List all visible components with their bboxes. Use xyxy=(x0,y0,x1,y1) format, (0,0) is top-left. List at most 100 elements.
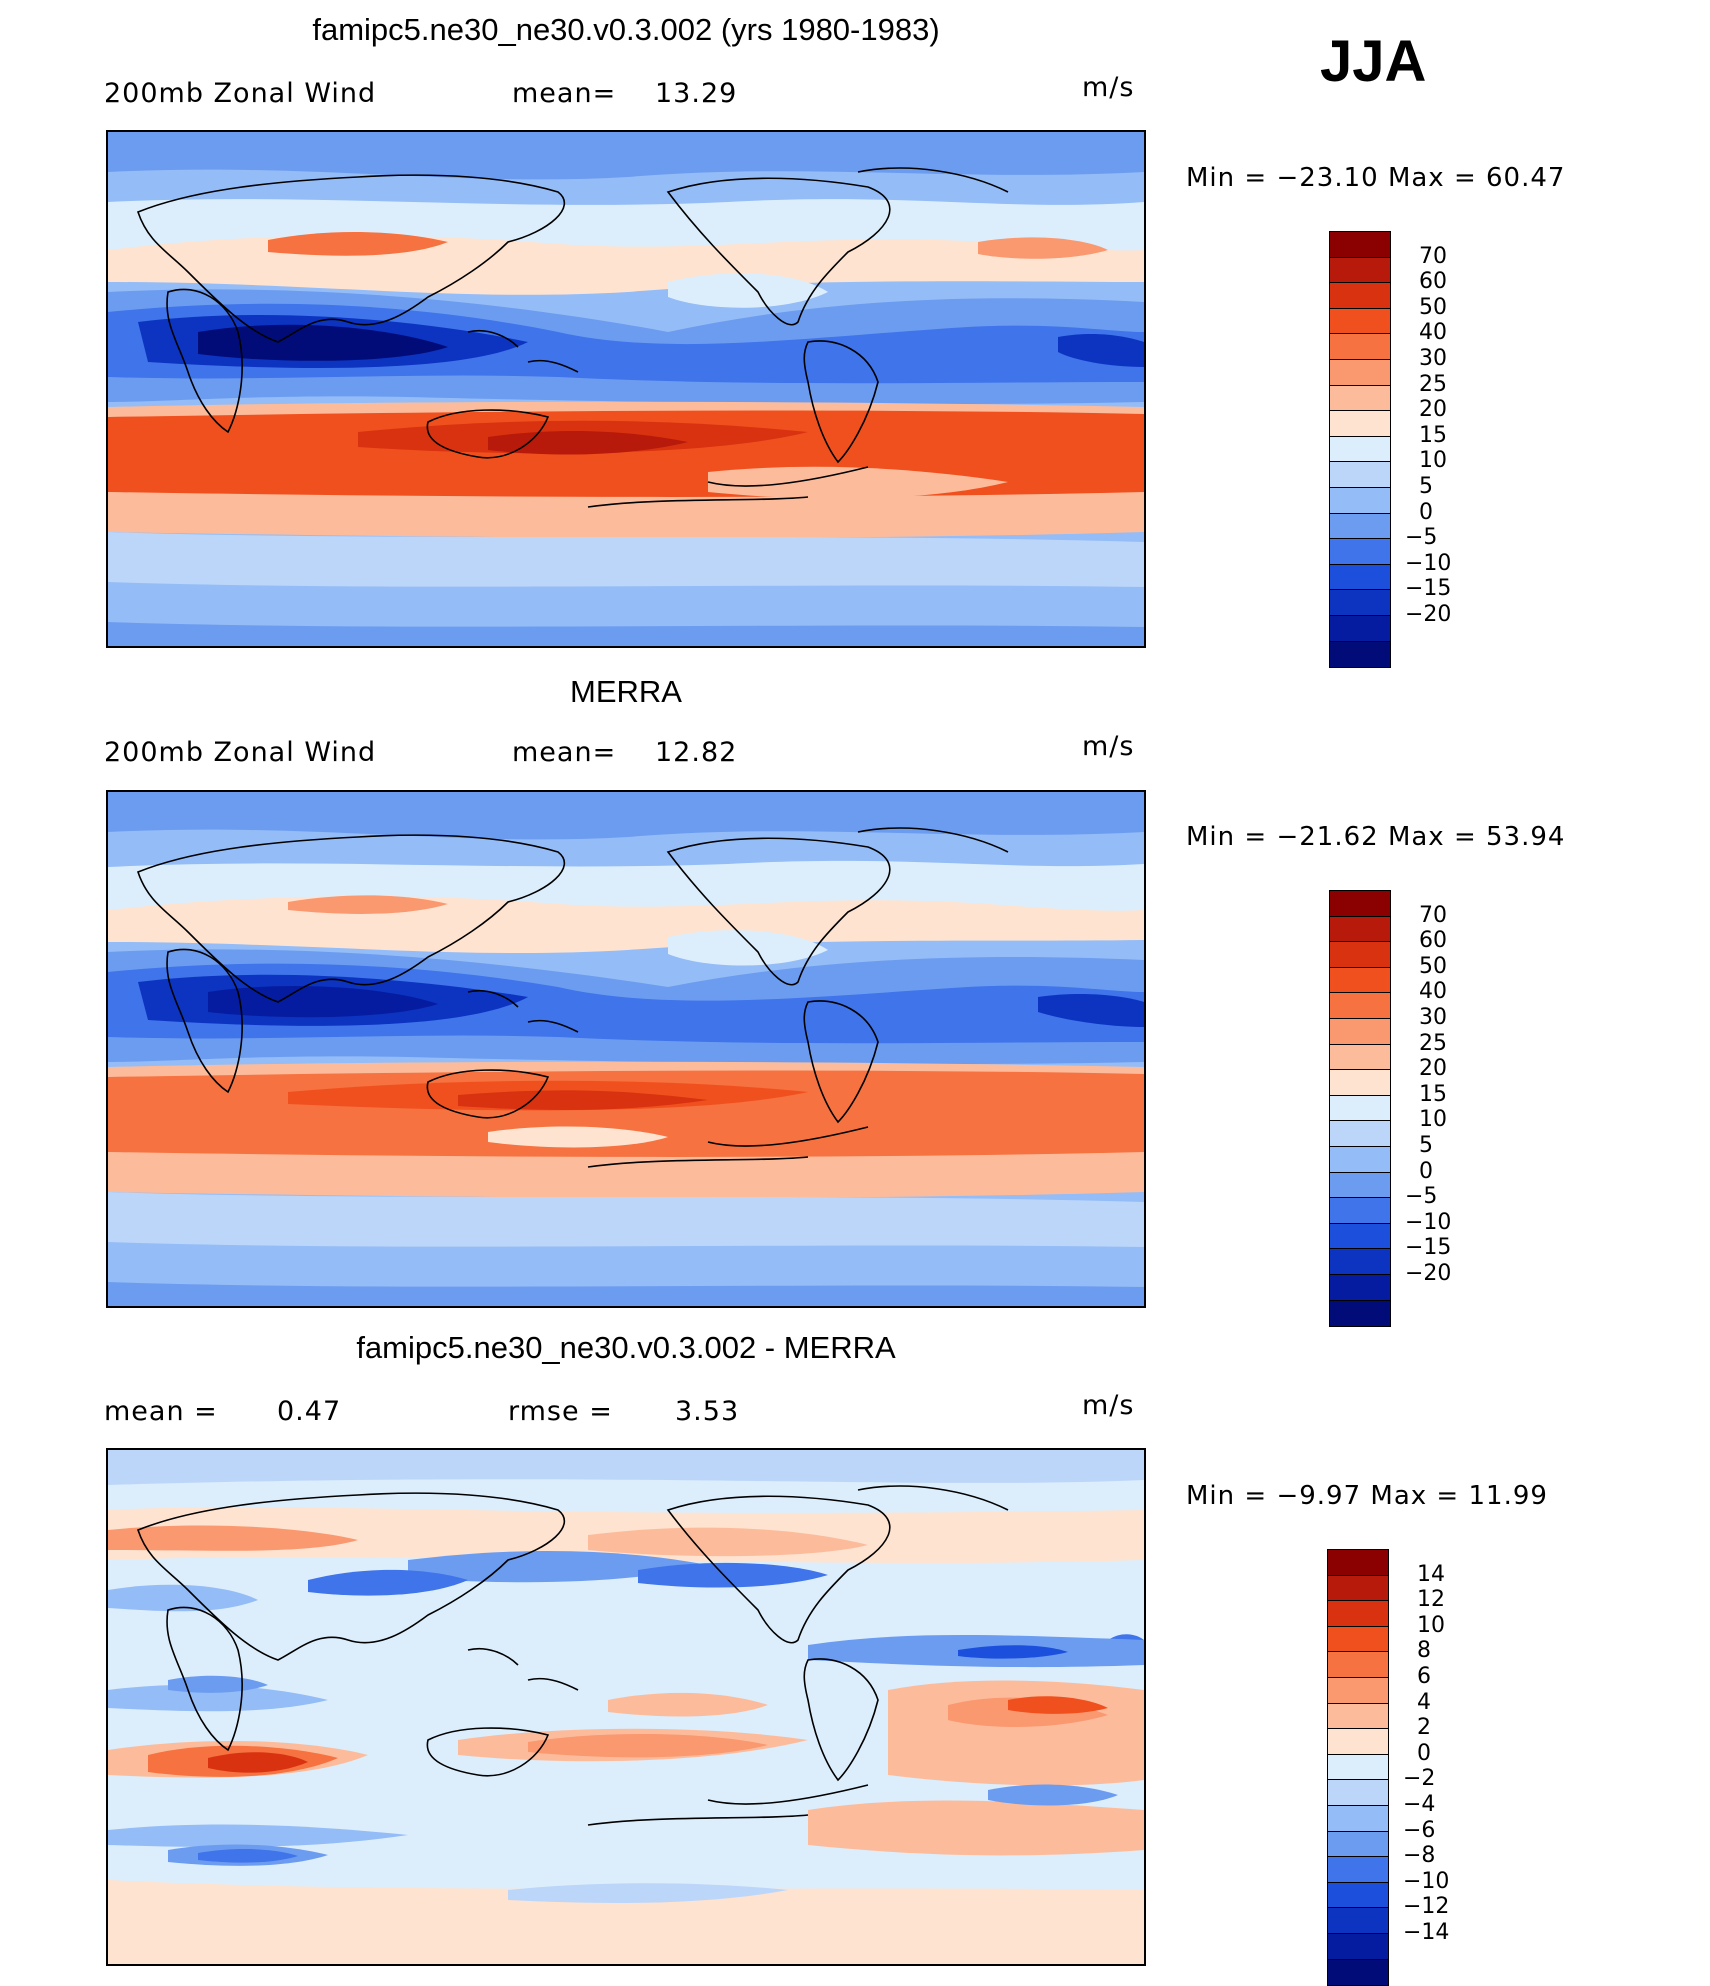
colorbar-swatch xyxy=(1329,915,1391,943)
min-value-model: −23.10 xyxy=(1276,163,1379,193)
colorbar-swatch xyxy=(1329,384,1391,412)
colorbar-swatch xyxy=(1329,563,1391,591)
colorbar-swatch xyxy=(1327,1805,1389,1833)
colorbar-tick-label: 0 xyxy=(1419,1158,1433,1184)
mean-label-obs: mean= xyxy=(512,737,617,768)
rmse-label-diff: rmse = xyxy=(508,1396,613,1427)
colorbar-model: 70 60 50 40 30 25 20 15 10 5 0 −5 −10 −15 −20 xyxy=(1329,231,1451,668)
colorbar-tick-label: −6 xyxy=(1403,1817,1436,1843)
colorbar-tick-label: −10 xyxy=(1405,550,1452,576)
colorbar-swatch xyxy=(1327,1574,1389,1602)
colorbar-swatch xyxy=(1327,1933,1389,1961)
colorbar-swatch xyxy=(1327,1677,1389,1705)
colorbar-tick-label: 30 xyxy=(1419,1005,1447,1030)
panel-title-diff: famipc5.ne30_ne30.v0.3.002 - MERRA xyxy=(356,1330,896,1365)
colorbar-swatch xyxy=(1327,1600,1389,1628)
colorbar-obs: 70 60 50 40 30 25 20 15 10 5 0 −5 −10 −15 −20 xyxy=(1329,890,1451,1327)
colorbar-swatch xyxy=(1329,256,1391,284)
colorbar-tick-label: −5 xyxy=(1405,1184,1438,1210)
colorbar-tick-label: 5 xyxy=(1419,1133,1433,1158)
colorbar-tick-label: 10 xyxy=(1419,1107,1447,1133)
mean-label-model: mean= xyxy=(512,78,617,109)
min-value-obs: −21.62 xyxy=(1276,822,1379,852)
colorbar-tick-label: 5 xyxy=(1419,474,1433,499)
minmax-model: Min = −23.10 Max = 60.47 xyxy=(1186,163,1565,193)
colorbar-diff: 14 12 10 8 6 4 2 0 −2 −4 −6 −8 −10 −12 −14 xyxy=(1327,1549,1449,1986)
colorbar-tick-label: 20 xyxy=(1419,397,1447,423)
rmse-value-diff: 3.53 xyxy=(675,1396,740,1427)
units-label-diff: m/s xyxy=(1082,1390,1135,1421)
max-label-diff: Max = xyxy=(1370,1481,1460,1511)
variable-label-model: 200mb Zonal Wind xyxy=(104,78,377,109)
colorbar-tick-label: 70 xyxy=(1419,902,1447,928)
colorbar-swatch xyxy=(1327,1779,1389,1807)
max-value-diff: 11.99 xyxy=(1468,1481,1548,1511)
colorbar-tick-label: 15 xyxy=(1419,422,1447,448)
colorbar-tick-label: 15 xyxy=(1419,1081,1447,1107)
colorbar-tick-label: −2 xyxy=(1403,1766,1436,1792)
map-panel-obs xyxy=(106,790,1146,1308)
max-label-obs: Max = xyxy=(1387,822,1477,852)
colorbar-tick-label: 30 xyxy=(1419,346,1447,371)
colorbar-swatch xyxy=(1329,1274,1391,1302)
colorbar-swatch xyxy=(1329,640,1391,668)
colorbar-tick-label: 70 xyxy=(1419,243,1447,269)
colorbar-swatch xyxy=(1327,1830,1389,1858)
colorbar-tick-label: 60 xyxy=(1419,269,1447,295)
colorbar-swatch xyxy=(1329,1222,1391,1250)
zonal-wind-map-model xyxy=(108,132,1144,646)
colorbar-tick-label: −12 xyxy=(1403,1894,1450,1920)
colorbar-swatch xyxy=(1329,589,1391,617)
colorbar-swatch xyxy=(1329,1248,1391,1276)
colorbar-swatch xyxy=(1329,487,1391,515)
colorbar-swatch xyxy=(1329,1069,1391,1097)
colorbar-swatch xyxy=(1329,410,1391,438)
colorbar-tick-label: −10 xyxy=(1403,1868,1450,1894)
colorbar-swatch xyxy=(1329,890,1391,918)
max-label-model: Max = xyxy=(1387,163,1477,193)
map-panel-diff xyxy=(106,1448,1146,1966)
colorbar-swatch xyxy=(1329,435,1391,463)
colorbar-swatch xyxy=(1327,1753,1389,1781)
colorbar-swatch xyxy=(1329,941,1391,969)
colorbar-swatch xyxy=(1329,538,1391,566)
colorbar-swatch xyxy=(1327,1651,1389,1679)
colorbar-swatch xyxy=(1329,282,1391,310)
max-value-obs: 53.94 xyxy=(1486,822,1566,852)
colorbar-tick-label: −15 xyxy=(1405,576,1452,602)
colorbar-swatch xyxy=(1329,1043,1391,1071)
mean-value-obs: 12.82 xyxy=(655,737,738,768)
colorbar-tick-label: 10 xyxy=(1417,1612,1445,1638)
units-label-obs: m/s xyxy=(1082,731,1135,762)
colorbar-tick-label: 10 xyxy=(1419,448,1447,474)
mean-label-diff: mean = xyxy=(104,1396,218,1427)
colorbar-tick-label: −10 xyxy=(1405,1209,1452,1235)
colorbar-tick-label: 40 xyxy=(1419,320,1447,346)
colorbar-tick-label: 8 xyxy=(1417,1638,1431,1664)
colorbar-swatch xyxy=(1329,512,1391,540)
min-label-diff: Min = xyxy=(1186,1481,1268,1511)
colorbar-swatch xyxy=(1329,1018,1391,1046)
min-value-diff: −9.97 xyxy=(1276,1481,1362,1511)
colorbar-tick-label: 12 xyxy=(1417,1587,1445,1613)
colorbar-tick-label: 0 xyxy=(1419,499,1433,525)
colorbar-tick-label: −5 xyxy=(1405,525,1438,551)
min-label-obs: Min = xyxy=(1186,822,1268,852)
colorbar-swatch xyxy=(1329,1120,1391,1148)
colorbar-tick-label: 4 xyxy=(1417,1689,1431,1715)
colorbar-tick-label: 25 xyxy=(1419,371,1447,397)
colorbar-tick-label: 0 xyxy=(1417,1740,1431,1766)
colorbar-tick-label: 20 xyxy=(1419,1056,1447,1082)
colorbar-swatch xyxy=(1327,1728,1389,1756)
colorbar-swatch xyxy=(1329,1094,1391,1122)
colorbar-tick-label: −20 xyxy=(1405,602,1452,627)
colorbar-swatch xyxy=(1329,333,1391,361)
colorbar-tick-label: 6 xyxy=(1417,1664,1431,1689)
minmax-obs: Min = −21.62 Max = 53.94 xyxy=(1186,822,1565,852)
variable-label-obs: 200mb Zonal Wind xyxy=(104,737,377,768)
colorbar-swatch xyxy=(1329,1171,1391,1199)
colorbar-tick-label: 14 xyxy=(1417,1561,1445,1587)
colorbar-tick-label: 60 xyxy=(1419,928,1447,954)
mean-value-model: 13.29 xyxy=(655,78,738,109)
wind-difference-map xyxy=(108,1450,1144,1964)
